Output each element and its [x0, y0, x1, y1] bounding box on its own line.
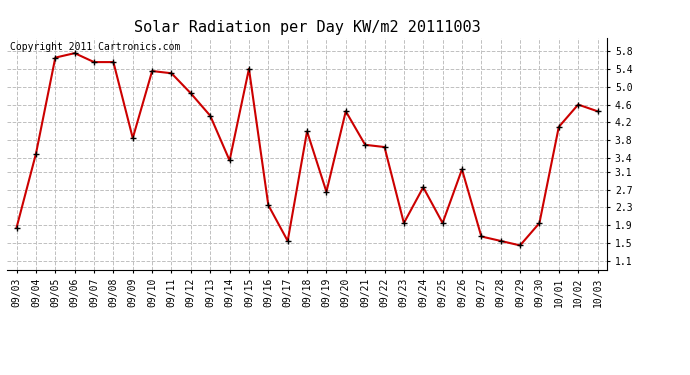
Title: Solar Radiation per Day KW/m2 20111003: Solar Radiation per Day KW/m2 20111003: [134, 20, 480, 35]
Text: Copyright 2011 Cartronics.com: Copyright 2011 Cartronics.com: [10, 42, 180, 52]
